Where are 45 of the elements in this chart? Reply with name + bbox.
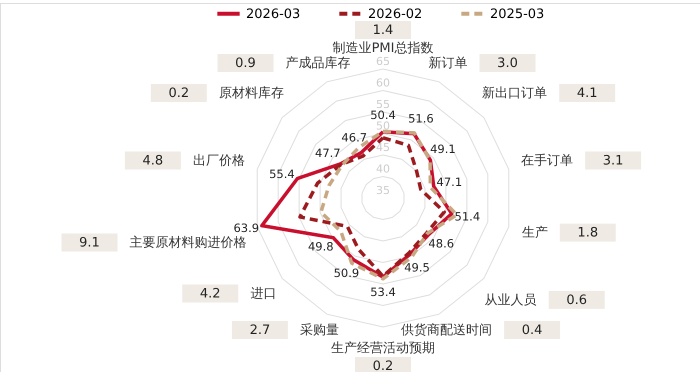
spoke-label: 生产经营活动预期	[331, 341, 435, 356]
data-label: 53.4	[370, 285, 396, 300]
data-label: 47.7	[314, 146, 341, 160]
text: 9.1	[79, 236, 100, 251]
data-label: 49.5	[404, 260, 430, 275]
data-label: 51.6	[408, 111, 434, 126]
spoke-label: 出厂价格	[192, 154, 245, 169]
spoke-label: 进口	[250, 286, 276, 302]
legend-label: 2026-02	[368, 6, 422, 22]
text: 0.6	[566, 292, 588, 308]
data-label: 49.8	[308, 240, 334, 254]
text: 0.2	[168, 86, 190, 101]
spoke-label: 原材料库存	[218, 86, 284, 101]
text: 1.8	[577, 226, 598, 241]
spoke-label: 产成品库存	[285, 56, 350, 71]
legend-label: 2026-03	[246, 6, 300, 22]
data-label: 46.7	[341, 130, 368, 144]
text: 4.1	[576, 86, 598, 101]
data-label: 51.4	[454, 209, 480, 224]
data-label: 50.4	[370, 108, 396, 122]
text: 0.2	[372, 359, 394, 372]
text: 4.8	[142, 154, 164, 169]
text: 3.1	[602, 154, 624, 169]
text: 4.2	[200, 286, 221, 302]
text: 1.4	[372, 23, 394, 38]
spoke-label: 新出口订单	[482, 86, 548, 101]
legend-label: 2025-03	[490, 6, 544, 22]
text: 3.0	[497, 56, 518, 71]
spoke-label: 供货商配送时间	[401, 323, 492, 338]
spoke-label: 在手订单	[521, 154, 574, 169]
data-label: 55.4	[269, 166, 295, 181]
spoke-label: 从业人员	[484, 292, 537, 308]
text: 0.9	[235, 56, 256, 71]
spoke-label: 采购量	[300, 323, 339, 338]
text: 2.7	[250, 323, 270, 338]
text: 0.4	[522, 323, 542, 338]
data-label: 47.1	[436, 174, 462, 189]
data-label: 49.1	[430, 142, 456, 156]
spoke-label: 生产	[522, 226, 548, 241]
data-label: 48.6	[428, 236, 454, 250]
spoke-label: 主要原材料购进价格	[129, 234, 246, 251]
spoke-label: 制造业PMI总指数	[332, 41, 434, 56]
data-label: 50.9	[334, 266, 360, 280]
spoke-label: 新订单	[428, 56, 468, 71]
data-label: 63.9	[233, 221, 260, 236]
